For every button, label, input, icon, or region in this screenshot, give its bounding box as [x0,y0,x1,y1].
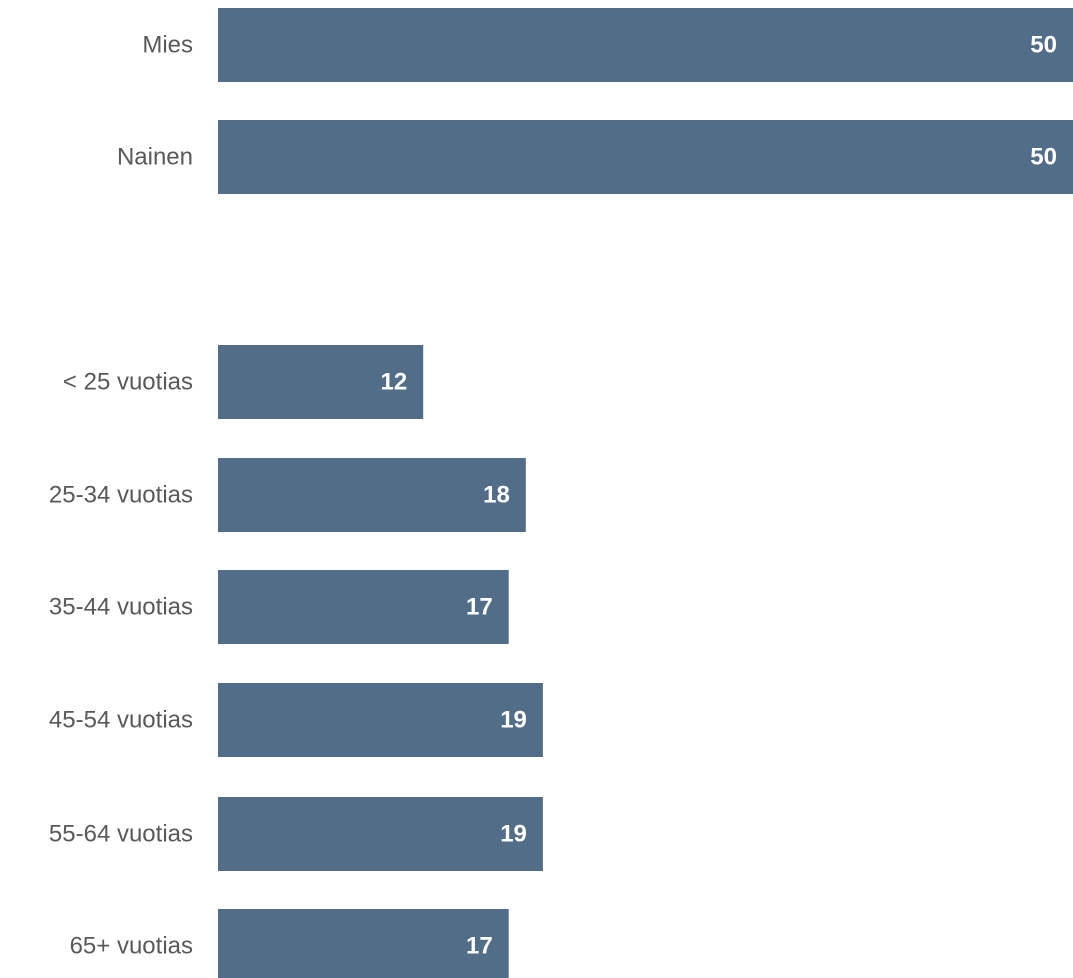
category-label: 45-54 vuotias [49,707,193,734]
value-label: 17 [466,594,493,621]
bar-0-0 [218,8,1073,82]
bar-1-0 [218,345,424,419]
value-label: 17 [466,933,493,960]
age-bar-group: < 25 vuotias 12 25-34 vuotias 18 35-44 vuoti… [49,345,543,978]
category-label: Nainen [117,144,193,171]
category-label: 65+ vuotias [70,933,193,960]
category-label: Mies [142,32,193,59]
bar-1-1 [218,458,526,532]
bar-1-2 [218,570,509,644]
gender-bar-group: Mies 50 Nainen 50 [117,8,1073,194]
bar-1-3 [218,683,543,757]
value-label: 50 [1030,144,1057,171]
category-label: 35-44 vuotias [49,594,193,621]
value-label: 18 [483,482,510,509]
value-label: 50 [1030,32,1057,59]
category-label: 55-64 vuotias [49,821,193,848]
value-label: 12 [380,369,407,396]
bar-1-5 [218,909,509,978]
value-label: 19 [500,821,527,848]
bar-1-4 [218,797,543,871]
category-label: < 25 vuotias [63,369,193,396]
value-label: 19 [500,707,527,734]
bar-0-1 [218,120,1073,194]
category-label: 25-34 vuotias [49,482,193,509]
